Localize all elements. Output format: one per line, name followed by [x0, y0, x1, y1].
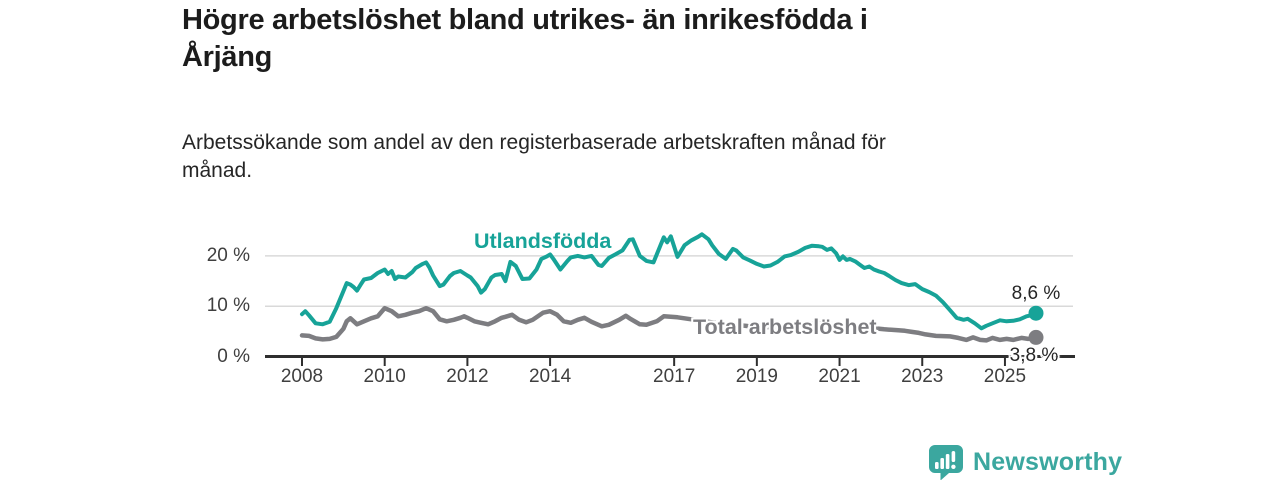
newsworthy-logo-text: Newsworthy	[973, 447, 1123, 476]
y-axis-label: 20 %	[206, 244, 250, 266]
end-value-label-utlandsfodda: 8,6 %	[1011, 282, 1061, 304]
y-axis-label: 10 %	[206, 295, 250, 317]
chart-subtitle-line1: Arbetssökande som andel av den registerb…	[182, 131, 886, 154]
series-label-utlandsfodda: Utlandsfödda	[474, 229, 612, 253]
newsworthy-logo[interactable]: Newsworthy	[928, 444, 1122, 480]
y-axis-label: 0 %	[217, 345, 250, 367]
x-axis-label: 2017	[653, 366, 696, 387]
chart-subtitle-line2: månad.	[182, 159, 253, 182]
x-axis-label: 2021	[818, 366, 861, 387]
x-axis-label: 2025	[983, 366, 1027, 387]
x-axis-label: 2014	[528, 366, 572, 387]
chart-title-line1: Högre arbetslöshet bland utrikes- än inr…	[182, 4, 868, 36]
x-axis-label: 2019	[735, 366, 778, 387]
x-axis-label: 2010	[363, 366, 406, 387]
x-axis-label: 2012	[446, 366, 489, 387]
series-label-total-arbetsloshet: Total arbetslöshet	[693, 315, 877, 339]
x-axis-label: 2008	[280, 366, 324, 387]
x-axis-label: 2023	[901, 366, 944, 387]
chart-title-line2: Årjäng	[182, 41, 273, 73]
chart-subtitle: Arbetssökande som andel av den registerb…	[182, 129, 1082, 185]
chart-title: Högre arbetslöshet bland utrikes- än inr…	[182, 2, 1082, 76]
end-value-label-total-arbetsloshet: 3,8 %	[1009, 344, 1059, 366]
newsworthy-logo-icon	[929, 445, 963, 480]
